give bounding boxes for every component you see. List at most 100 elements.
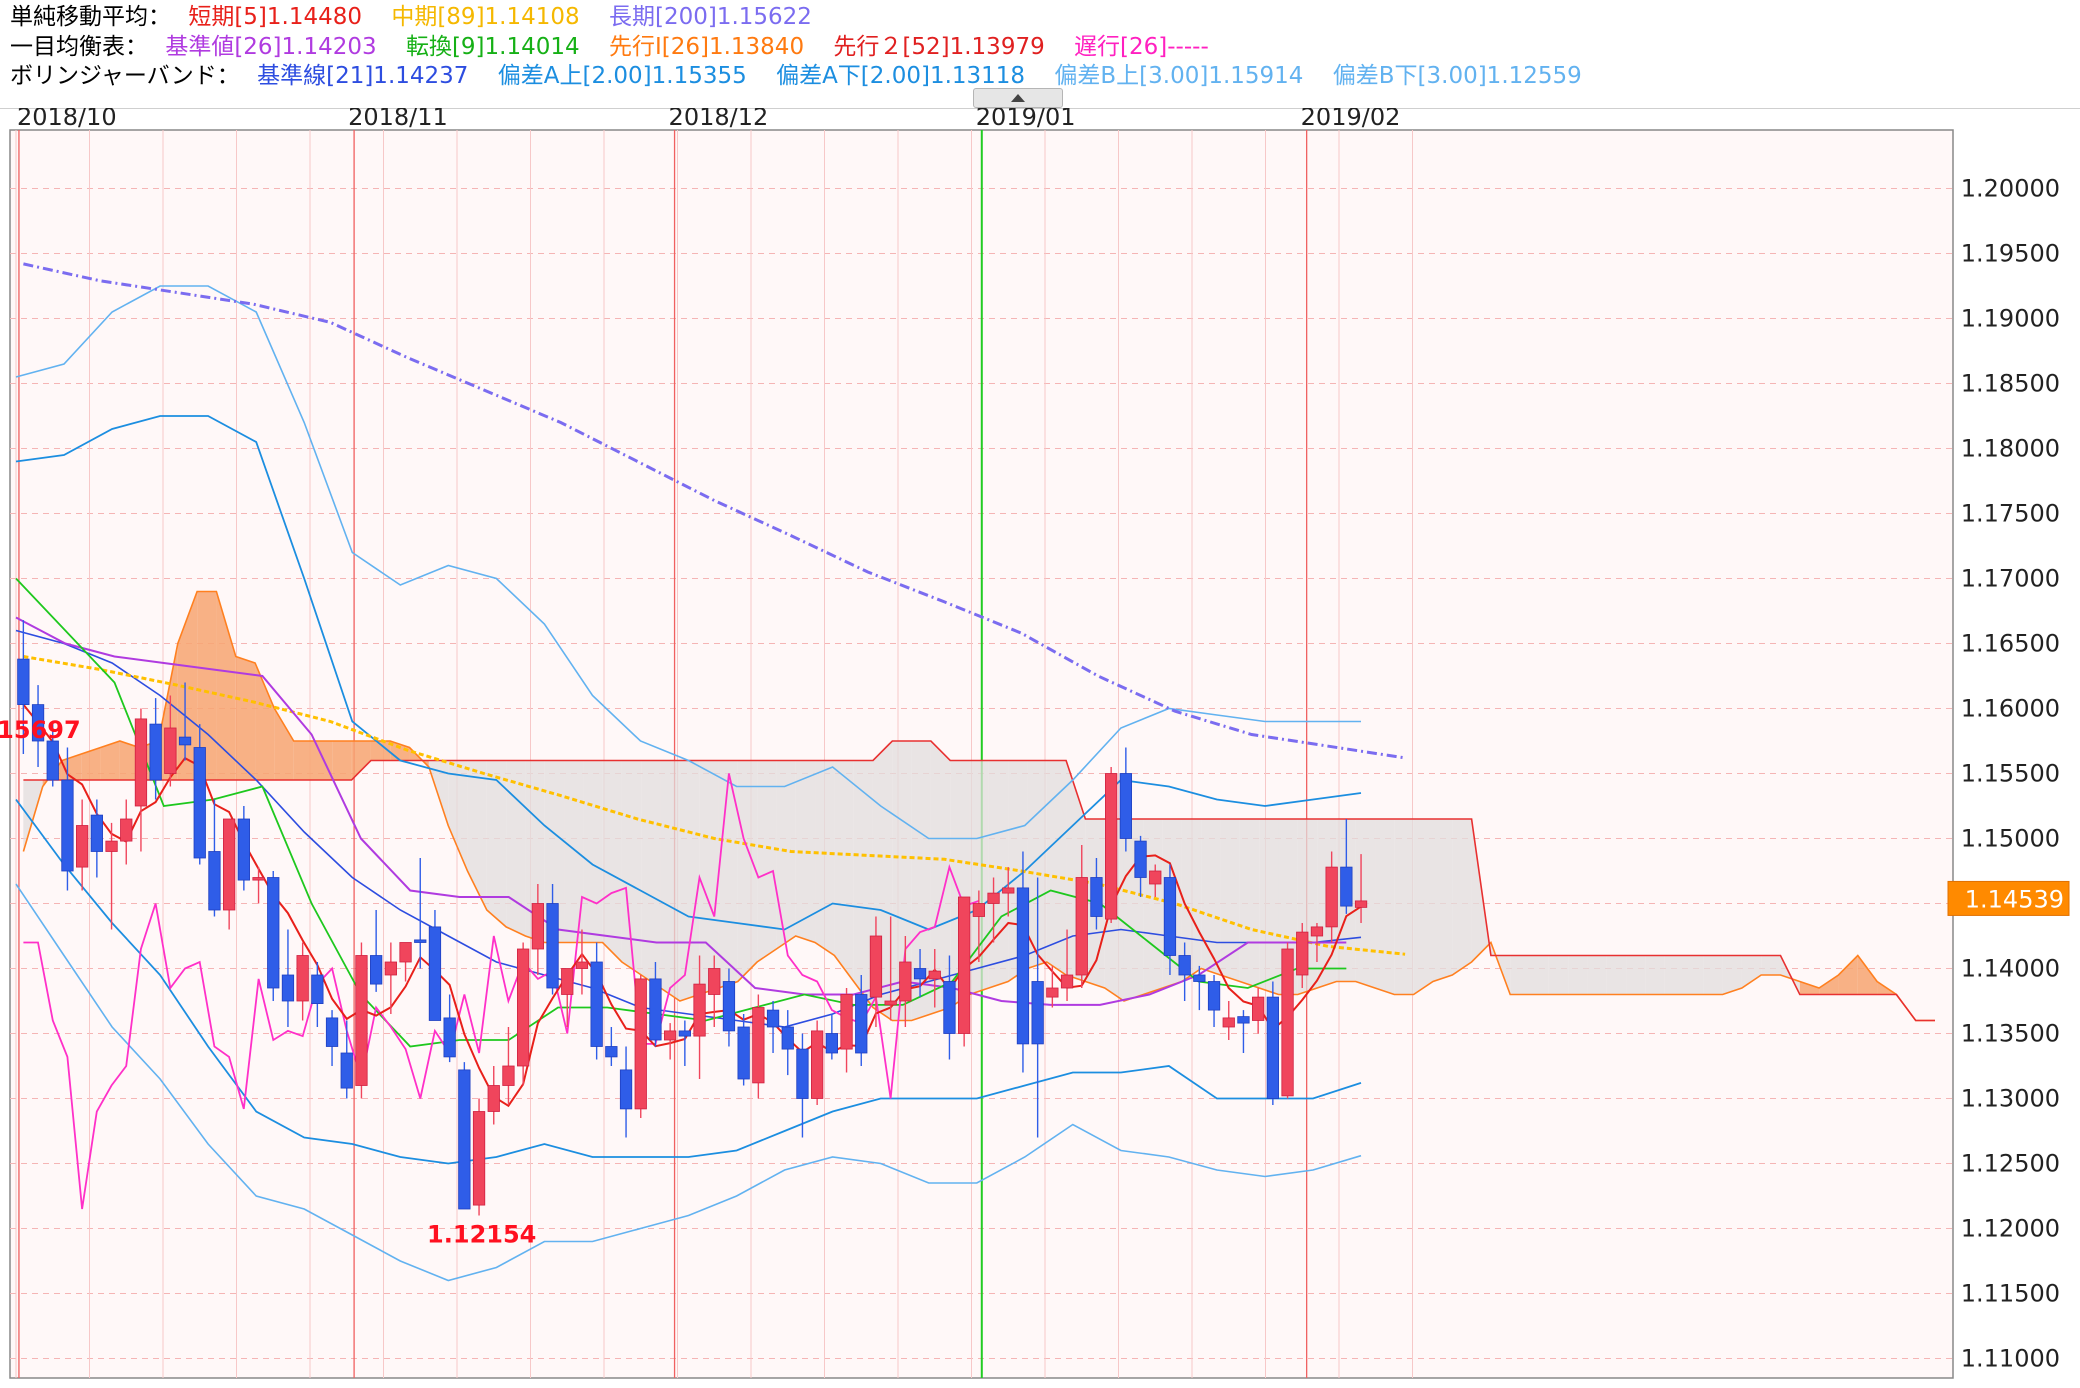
candle-body — [1149, 870, 1162, 885]
sma-mid-line — [23, 655, 1406, 956]
ichimoku-cloud-segment — [544, 760, 565, 943]
sma-long-line — [23, 262, 1406, 760]
x-axis-month-label: 2019/02 — [1301, 108, 1401, 131]
ichimoku-cloud-segment — [1645, 955, 1665, 995]
candle-body — [722, 981, 736, 1032]
candle-body — [1354, 900, 1368, 908]
ichimoku-cloud-segment — [679, 760, 700, 1001]
ichimoku-cloud-segment — [1683, 955, 1704, 995]
y-tick-label: 1.19000 — [1961, 305, 2060, 333]
candle-body — [164, 727, 177, 774]
current-price-label: 1.14539 — [1965, 885, 2064, 913]
candle-body — [869, 935, 883, 998]
y-tick-label: 1.13000 — [1961, 1085, 2060, 1113]
ichimoku-cloud-segment — [911, 741, 931, 1021]
candle-body — [1325, 866, 1338, 928]
bollinger-mid-label: 基準線[21]1.14237 — [257, 63, 469, 89]
candle-body — [458, 1069, 471, 1210]
ichimoku-cloud-segment — [1703, 955, 1723, 995]
candle-body — [1237, 1016, 1250, 1024]
candle-body — [693, 983, 706, 1037]
candle-body — [1163, 877, 1177, 956]
x-axis-month-label: 2018/11 — [348, 108, 448, 131]
candle-body — [899, 961, 912, 1002]
ichimoku-legend-title: 一目均衡表： — [10, 34, 148, 60]
ichimoku-cloud-segment — [197, 591, 217, 780]
bollinger-legend-row: ボリンジャーバンド： 基準線[21]1.14237 偏差A上[2.00]1.15… — [10, 61, 1604, 91]
candle-body — [1119, 773, 1132, 839]
candle-body — [1281, 948, 1294, 1097]
candle-body — [796, 1048, 809, 1099]
ichimoku-cloud-segment — [81, 747, 101, 780]
ichimoku-cloud-segment — [235, 656, 256, 780]
candle-body — [1222, 1017, 1235, 1028]
senkou-span-2-line — [23, 740, 1935, 1022]
ichimoku-cloud-segment — [1375, 819, 1395, 995]
candle-body — [325, 1017, 339, 1047]
ichimoku-cloud-segment — [351, 741, 371, 780]
ichimoku-cloud-segment — [1181, 819, 1202, 982]
ichimoku-cloud-segment — [1143, 819, 1163, 995]
candle-body — [575, 961, 589, 969]
sma-short-label: 短期[5]1.14480 — [188, 4, 363, 30]
candle-body — [1266, 996, 1279, 1099]
candle-body — [664, 1030, 677, 1041]
candle-body — [1134, 840, 1147, 878]
ichimoku-cloud-segment — [332, 741, 352, 780]
candle-body — [355, 955, 368, 1086]
ichimoku-chikou-label: 遅行[26]----- — [1074, 34, 1209, 60]
ichimoku-cloud-segment — [815, 760, 835, 956]
ichimoku-cloud-segment — [892, 741, 912, 1021]
y-tick-label: 1.14000 — [1961, 955, 2060, 983]
candle-body — [340, 1052, 353, 1089]
candle-body — [752, 1007, 765, 1084]
ichimoku-kijun-label: 基準値[26]1.14203 — [165, 34, 377, 60]
ichimoku-cloud-segment — [216, 591, 236, 780]
candle-body — [31, 704, 45, 742]
ichimoku-cloud-segment — [1046, 760, 1067, 975]
candle-body — [178, 736, 192, 746]
ichimoku-cloud-segment — [1239, 819, 1260, 988]
ichimoku-cloud-segment — [293, 741, 313, 780]
low-price-annotation: 1.12154 — [427, 1220, 536, 1248]
candle-body — [1031, 981, 1044, 1045]
ichimoku-cloud-segment — [1626, 955, 1646, 995]
ichimoku-cloud-segment — [119, 741, 140, 780]
candle-body — [223, 818, 236, 911]
bollinger-b-upper-label: 偏差B上[3.00]1.15914 — [1054, 63, 1304, 89]
candle-body — [208, 851, 221, 911]
labels-layer: 1.20000 1.19500 1.19000 1.18500 1.18000 1.175… — [0, 108, 2070, 1373]
legend-collapse-button[interactable] — [973, 88, 1063, 108]
price-chart[interactable]: 1.20000 1.19500 1.19000 1.18500 1.18000 1.175… — [0, 108, 2080, 1388]
bollinger-legend-title: ボリンジャーバンド： — [10, 63, 240, 89]
y-tick-label: 1.15000 — [1961, 825, 2060, 853]
indicator-legend: 単純移動平均： 短期[5]1.14480 中期[89]1.14108 長期[20… — [0, 0, 2080, 109]
ichimoku-cloud-segment — [930, 741, 951, 1014]
candle-body — [987, 892, 1000, 904]
ichimoku-cloud-segment — [448, 760, 468, 871]
y-tick-label: 1.16500 — [1961, 630, 2060, 658]
ichimoku-cloud-layer — [22, 590, 1935, 1022]
candle-body — [708, 968, 721, 995]
candle-body — [120, 818, 133, 842]
ichimoku-cloud-segment — [1722, 955, 1742, 995]
candle-body — [825, 1033, 838, 1054]
ichimoku-cloud-segment — [1452, 819, 1472, 975]
candle-body — [399, 942, 412, 963]
ichimoku-cloud-segment — [1201, 819, 1221, 975]
ichimoku-cloud-segment — [1529, 955, 1549, 995]
ichimoku-cloud-segment — [506, 760, 526, 936]
ichimoku-cloud-segment — [1432, 819, 1453, 982]
ichimoku-cloud-segment — [699, 760, 719, 995]
candle-body — [149, 723, 162, 781]
ichimoku-cloud-segment — [255, 663, 275, 780]
y-tick-label: 1.12000 — [1961, 1215, 2060, 1243]
candle-body — [134, 718, 148, 807]
ichimoku-chikou-line — [23, 773, 980, 1210]
candle-body — [1046, 987, 1059, 998]
ichimoku-senkou1-label: 先行Ⅰ[26]1.13840 — [608, 34, 805, 60]
current-price-tag — [1947, 880, 2070, 916]
triangle-up-icon — [1011, 94, 1025, 102]
candle-body — [781, 1026, 794, 1050]
candle-body — [943, 981, 956, 1034]
